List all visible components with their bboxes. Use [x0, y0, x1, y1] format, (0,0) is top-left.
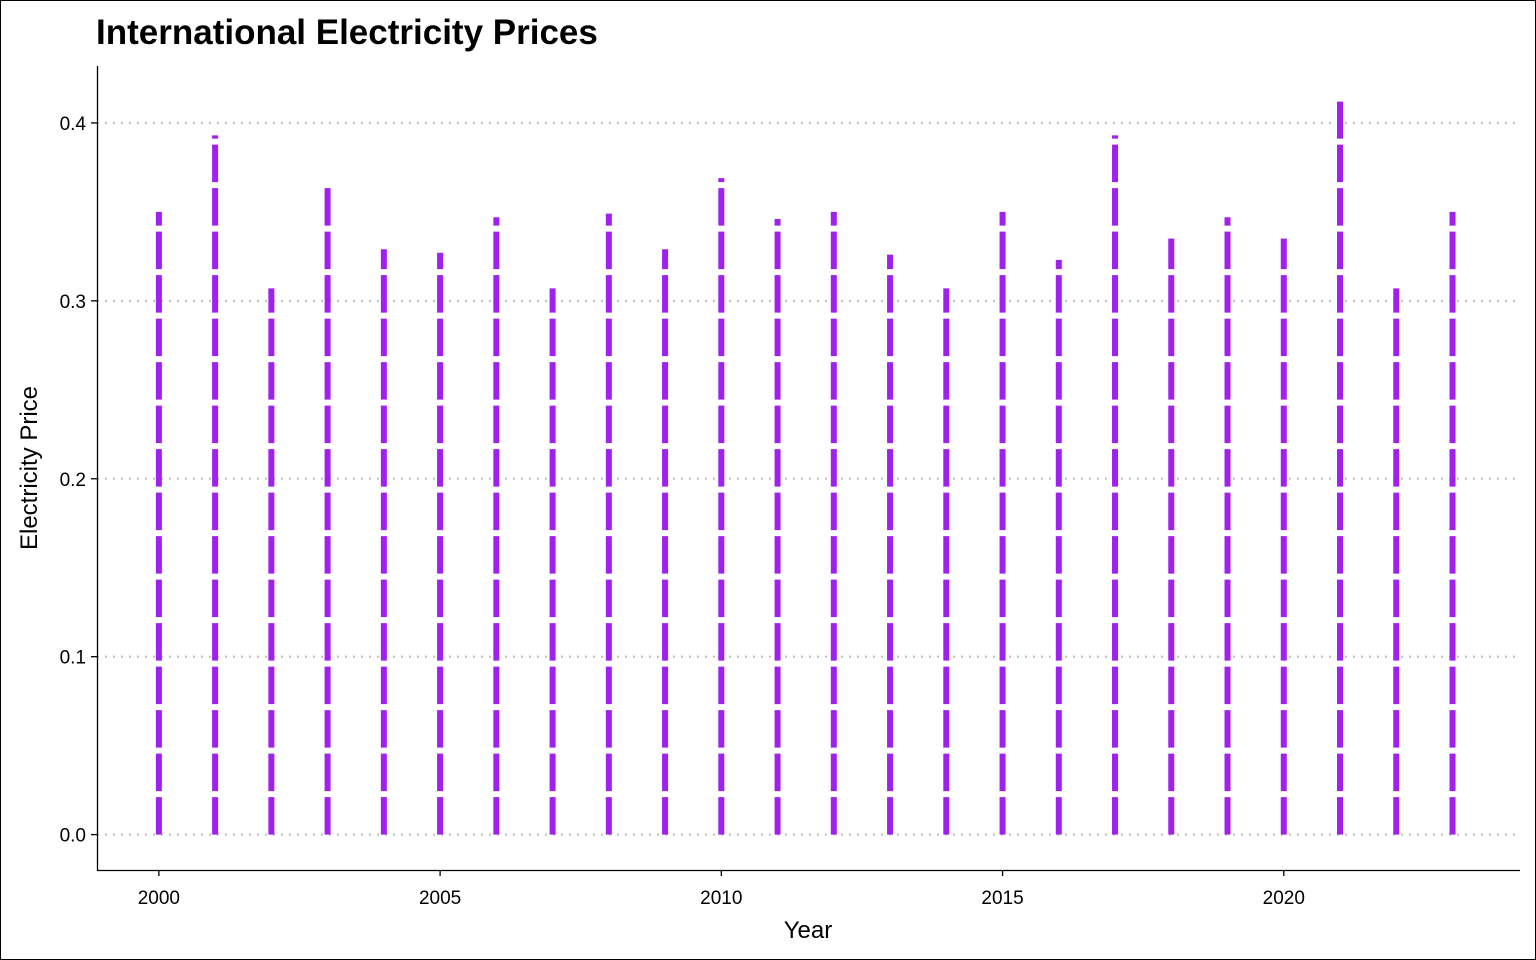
x-tick-label: 2000 — [138, 888, 180, 909]
x-tick-label: 2015 — [981, 888, 1023, 909]
x-tick-label: 2010 — [700, 888, 742, 909]
y-tick-label: 0.4 — [60, 114, 87, 135]
x-axis-ticks: 2000 2005 2010 2015 2020 — [138, 870, 1305, 909]
y-axis-ticks: 0.0 0.1 0.2 0.3 0.4 — [60, 114, 97, 847]
y-tick-label: 0.2 — [60, 470, 86, 491]
x-tick-label: 2005 — [419, 888, 461, 909]
y-tick-label: 0.1 — [60, 648, 86, 669]
bars — [155, 101, 1456, 835]
y-tick-label: 0.0 — [60, 826, 86, 847]
chart-title: International Electricity Prices — [96, 13, 598, 52]
gridlines — [97, 121, 1520, 836]
y-axis-title: Electricity Price — [16, 386, 43, 550]
x-tick-label: 2020 — [1263, 888, 1305, 909]
y-tick-label: 0.3 — [60, 292, 86, 313]
x-axis-title: Year — [784, 917, 833, 944]
